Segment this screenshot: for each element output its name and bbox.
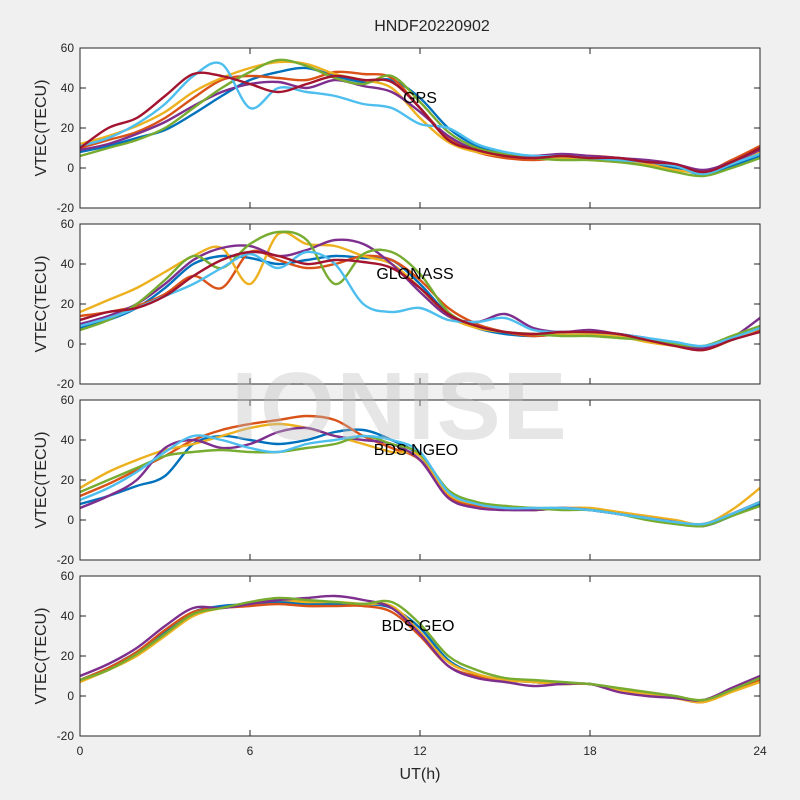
subplot-label: GLONASS: [376, 266, 453, 283]
series-group: [80, 594, 760, 704]
series-group: [80, 58, 760, 178]
y-axis-label: VTEC(TECU): [33, 256, 50, 353]
y-tick-label: -20: [57, 201, 75, 215]
y-tick-label: 20: [61, 649, 75, 663]
y-axis-label: VTEC(TECU): [33, 608, 50, 705]
series-line-4: [80, 78, 760, 172]
series-line-7: [80, 250, 760, 352]
y-tick-label: 60: [61, 393, 75, 407]
x-tick-label: 6: [247, 744, 254, 758]
y-tick-label: 40: [61, 257, 75, 271]
plot-area: [80, 576, 760, 736]
subplot-label: GPS: [403, 90, 437, 107]
y-tick-label: 0: [67, 689, 74, 703]
series-line-3: [80, 60, 760, 174]
x-tick-label: 24: [753, 744, 767, 758]
series-line-5: [80, 596, 760, 702]
plot-area: [80, 400, 760, 560]
x-tick-label: 12: [413, 744, 427, 758]
series-line-7: [80, 71, 760, 174]
y-tick-label: -20: [57, 729, 75, 743]
y-tick-label: 60: [61, 569, 75, 583]
y-tick-label: 0: [67, 161, 74, 175]
y-tick-label: 40: [61, 433, 75, 447]
subplot-3: -20 0 20 40 60 VTEC(TECU) BDS NGEO: [33, 393, 761, 567]
y-tick-label: -20: [57, 553, 75, 567]
x-tick-label: 18: [583, 744, 597, 758]
figure-title: HNDF20220902: [374, 18, 490, 35]
y-tick-label: 60: [61, 217, 75, 231]
series-line-5: [80, 434, 760, 528]
y-tick-label: 0: [67, 513, 74, 527]
plot-area: [80, 224, 760, 384]
y-tick-label: 0: [67, 337, 74, 351]
y-tick-label: 20: [61, 297, 75, 311]
subplot-2: -20 0 20 40 60 VTEC(TECU) GLONASS: [33, 217, 761, 391]
y-axis-label: VTEC(TECU): [33, 432, 50, 529]
series-group: [80, 230, 760, 352]
y-tick-label: 20: [61, 473, 75, 487]
y-tick-label: 40: [61, 609, 75, 623]
subplot-label: BDS GEO: [382, 618, 455, 635]
x-tick-label: 0: [77, 744, 84, 758]
y-tick-label: 60: [61, 41, 75, 55]
y-axis-label: VTEC(TECU): [33, 80, 50, 177]
y-tick-label: -20: [57, 377, 75, 391]
series-line-6: [80, 434, 760, 526]
plot-area: [80, 48, 760, 208]
series-line-3: [80, 598, 760, 704]
y-tick-label: 40: [61, 81, 75, 95]
y-tick-label: 20: [61, 121, 75, 135]
subplot-label: BDS NGEO: [374, 442, 458, 459]
series-line-3: [80, 422, 760, 526]
series-group: [80, 414, 760, 528]
x-axis-label: UT(h): [400, 766, 441, 783]
series-line-4: [80, 594, 760, 702]
series-line-5: [80, 58, 760, 178]
series-line-6: [80, 250, 760, 348]
subplot-1: -20 0 20 40 60 VTEC(TECU) GPS: [33, 41, 761, 215]
